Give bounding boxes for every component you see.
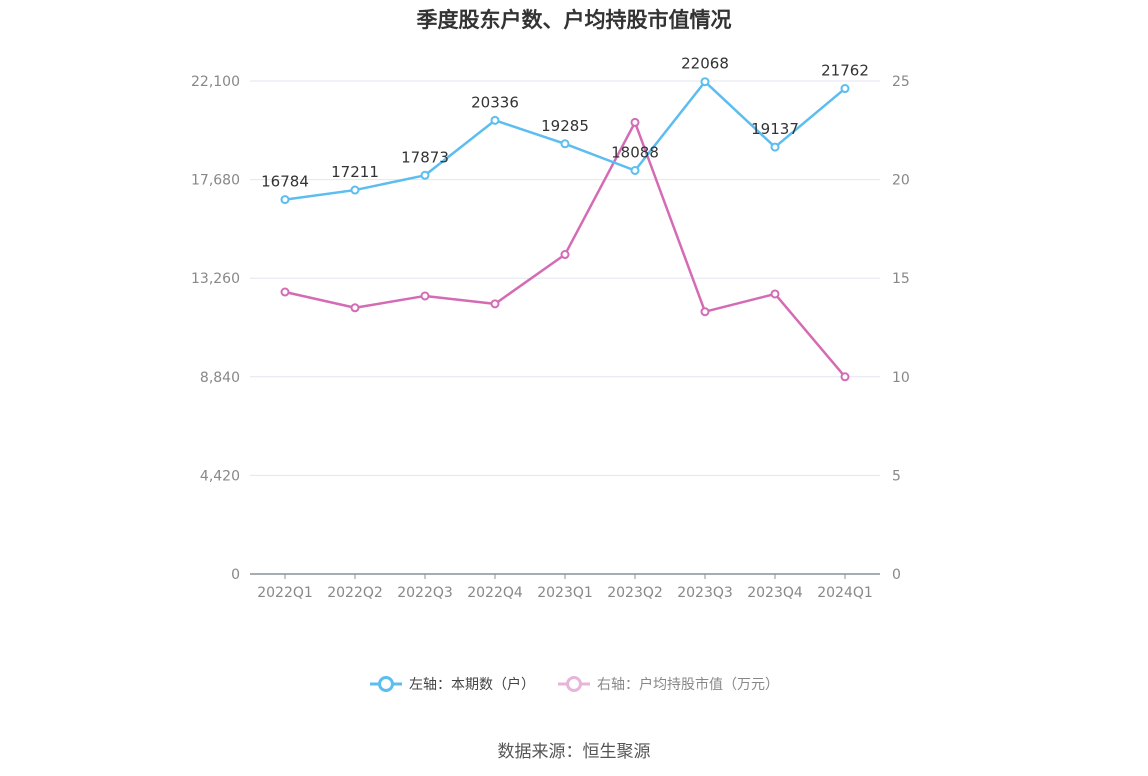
x-tick-label: 2022Q4 [467,585,523,601]
data-point-left [420,170,430,180]
data-point-left [770,142,780,152]
data-point-right [350,303,360,313]
x-tick-label: 2023Q3 [677,585,733,601]
data-label: 19137 [751,120,799,138]
legend: 左轴：本期数（户） 右轴：户均持股市值（万元） [0,674,1148,694]
label-layer: 16784 17211 17873 20336 19285 18088 22068 19137… [261,55,869,191]
y-left-tick-label: 4,420 [200,468,240,484]
series-line-right [284,121,846,378]
data-point-left [490,115,500,125]
y-left-tick-label: 8,840 [200,370,240,386]
data-point-right [280,287,290,297]
data-point-left [280,195,290,205]
legend-item-left-series[interactable]: 左轴：本期数（户） [369,674,535,694]
y-left-tick-label: 17,680 [191,173,240,189]
y-right-tick-label: 10 [892,370,910,386]
data-point-right [630,117,640,127]
legend-left-swatch-icon [370,676,402,692]
x-tick-label: 2023Q1 [537,585,593,601]
x-tick-label: 2022Q2 [327,585,383,601]
y-right-tick-label: 15 [892,271,910,287]
data-label: 21762 [821,62,869,80]
data-point-left [840,84,850,94]
legend-item-right-series[interactable]: 右轴：户均持股市值（万元） [557,674,779,694]
data-point-left [700,77,710,87]
x-tick-label: 2022Q3 [397,585,453,601]
data-point-right [420,291,430,301]
legend-right-label: 右轴：户均持股市值（万元） [597,677,779,693]
chart-title: 季度股东户数、户均持股市值情况 [416,8,732,32]
data-label: 17873 [401,148,449,166]
y-right-tick-label: 20 [892,173,910,189]
y-left-tick-label: 0 [231,567,240,583]
y-right-tick-label: 0 [892,567,901,583]
data-point-right [700,307,710,317]
data-label: 17211 [331,163,379,181]
data-point-right [490,299,500,309]
data-label: 22068 [681,55,729,73]
y-right-tick-label: 25 [892,74,910,90]
data-point-right [560,250,570,260]
y-left-tick-label: 22,100 [191,74,240,90]
y-left-tick-label: 13,260 [191,271,240,287]
data-label: 18088 [611,143,659,161]
series-layer [280,77,850,382]
data-point-right [770,289,780,299]
data-point-left [560,139,570,149]
data-point-left [350,185,360,195]
source-note: 数据来源：恒生聚源 [497,742,651,762]
x-tick-label: 2022Q1 [257,585,313,601]
axis-layer: 0 0 4,420 5 8,840 10 13,260 15 17,680 20 22,100 25 2… [191,74,910,601]
y-right-tick-label: 5 [892,468,901,484]
data-label: 20336 [471,93,519,111]
data-label: 19285 [541,117,589,135]
legend-right-swatch-icon [558,676,590,692]
data-label: 16784 [261,173,309,191]
x-tick-label: 2023Q4 [747,585,803,601]
grid-layer [250,80,880,476]
data-point-right [840,372,850,382]
data-point-left [630,165,640,175]
x-tick-label: 2024Q1 [817,585,873,601]
legend-left-label: 左轴：本期数（户） [409,677,535,693]
x-tick-label: 2023Q2 [607,585,663,601]
